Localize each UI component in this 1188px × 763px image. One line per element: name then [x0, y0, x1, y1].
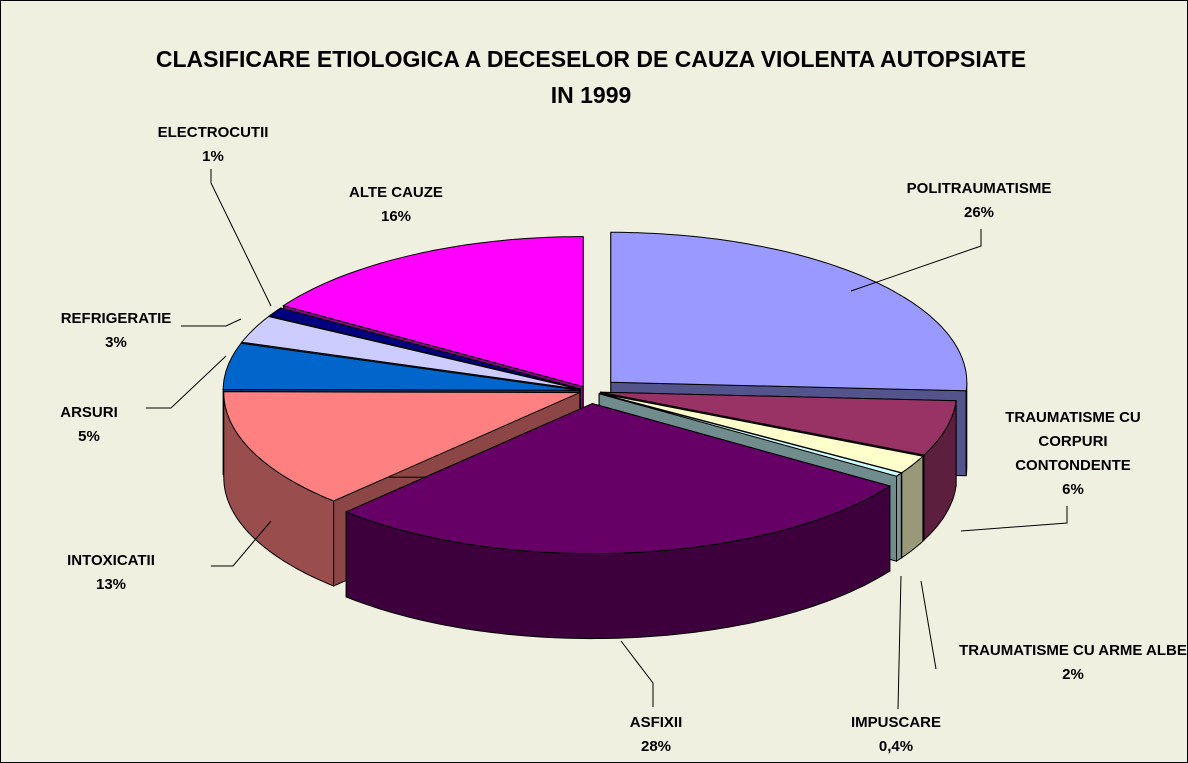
leader-line	[146, 355, 227, 409]
slice	[282, 236, 584, 388]
category-label: POLITRAUMATISME	[906, 180, 1052, 197]
data-label: ASFIXII 28%	[596, 711, 716, 759]
category-label: ELECTROCUTII	[157, 124, 269, 141]
slice	[598, 393, 903, 477]
value-label: 3%	[105, 334, 127, 351]
data-label: ELECTROCUTII 1%	[143, 121, 283, 169]
slice	[223, 391, 581, 502]
data-label: INTOXICATII 13%	[36, 549, 186, 597]
slice	[222, 342, 580, 391]
category-label: TRAUMATISME CU CORPURI CONTONDENTE	[1005, 409, 1141, 474]
leader-line	[181, 318, 242, 327]
data-label: REFRIGERATIE 3%	[36, 307, 196, 355]
category-label: INTOXICATII	[67, 552, 155, 569]
slice	[344, 403, 892, 555]
leader-line	[960, 506, 1068, 532]
category-label: ASFIXII	[629, 714, 683, 731]
data-label: ARSURI 5%	[39, 401, 139, 449]
category-label: TRAUMATISME CU ARME ALBE	[959, 642, 1187, 659]
data-label: IMPUSCARE 0,4%	[821, 711, 971, 759]
slice	[610, 231, 968, 392]
value-label: 1%	[202, 148, 224, 165]
value-label: 0,4%	[878, 738, 914, 755]
value-label: 26%	[963, 204, 995, 221]
leader-line	[211, 520, 272, 567]
data-label: TRAUMATISME CU CORPURI CONTONDENTE 6%	[988, 406, 1158, 502]
slice	[240, 315, 580, 390]
data-label: ALTE CAUZE 16%	[316, 181, 476, 229]
value-label: 6%	[1062, 481, 1084, 498]
chart-title: CLASIFICARE ETIOLOGICA A DECESELOR DE CA…	[155, 46, 1027, 108]
category-label: ALTE CAUZE	[349, 184, 443, 201]
slice-wall	[901, 455, 924, 559]
slice-wall	[896, 472, 902, 563]
category-label: ARSURI	[60, 404, 118, 421]
slice	[600, 391, 957, 456]
value-label: 5%	[78, 428, 100, 445]
leader-line	[850, 229, 982, 292]
value-label: 28%	[640, 738, 672, 755]
category-label: REFRIGERATIE	[60, 310, 172, 327]
leader-line	[210, 169, 272, 307]
data-label: POLITRAUMATISME 26%	[879, 177, 1079, 225]
leader-line	[920, 580, 937, 670]
leader-line	[620, 640, 654, 707]
value-label: 2%	[1062, 666, 1084, 683]
category-label: IMPUSCARE	[850, 714, 941, 731]
slice	[268, 307, 581, 390]
slice	[599, 392, 924, 474]
value-label: 13%	[95, 576, 127, 593]
data-label: TRAUMATISME CU ARME ALBE 2%	[958, 639, 1187, 687]
slice-wall	[965, 382, 968, 476]
leader-line	[897, 575, 902, 710]
value-label: 16%	[380, 208, 412, 225]
